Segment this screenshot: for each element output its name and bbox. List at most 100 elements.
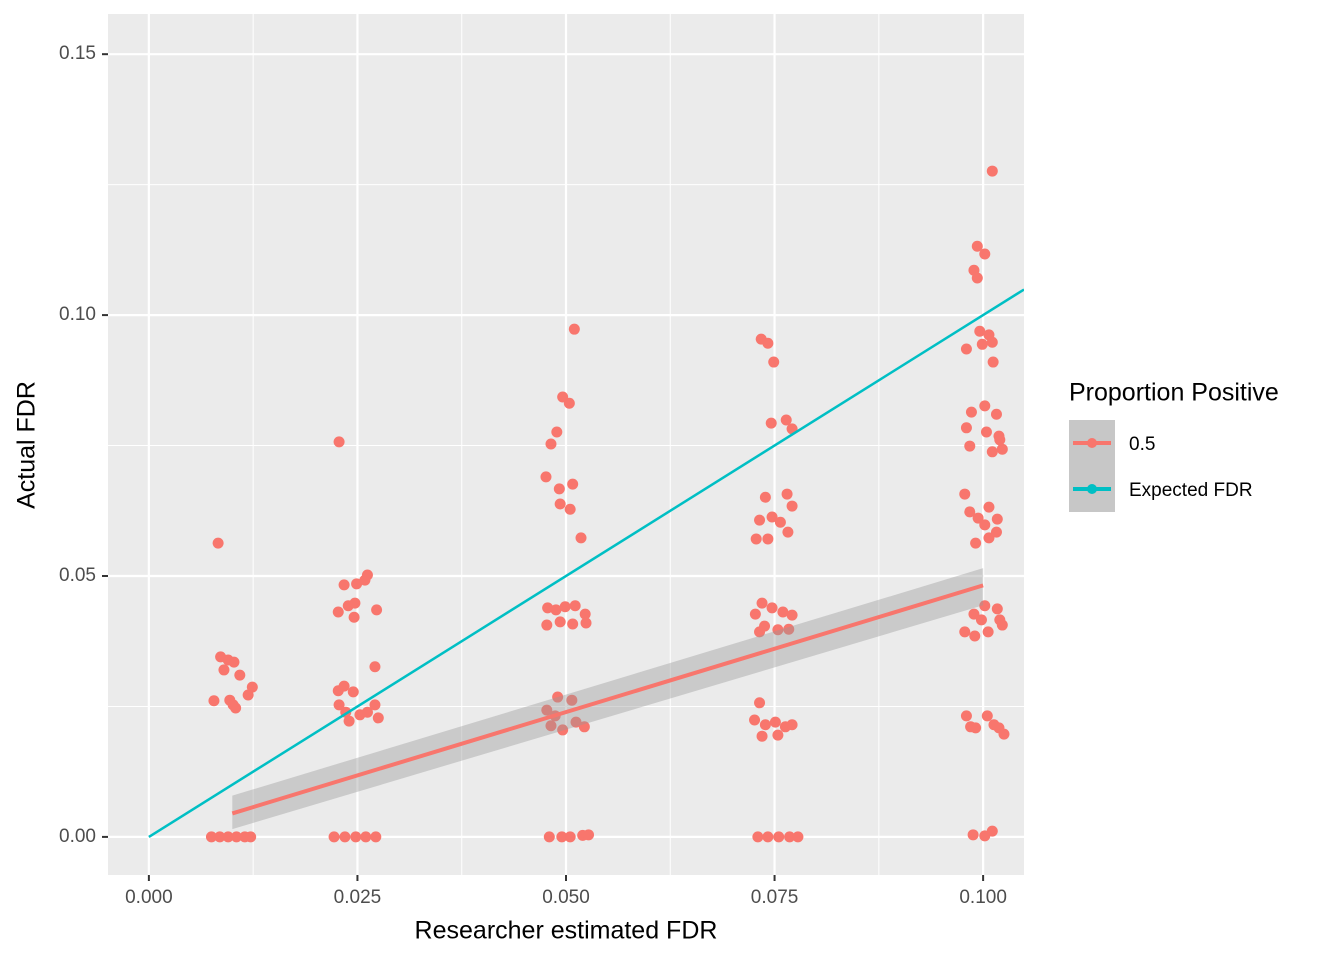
point	[986, 165, 998, 177]
point	[752, 831, 764, 843]
point	[205, 831, 217, 843]
point	[554, 498, 566, 510]
point	[338, 579, 350, 591]
point	[583, 829, 595, 841]
point	[974, 325, 986, 337]
point	[564, 831, 576, 843]
point	[960, 343, 972, 355]
point	[772, 624, 784, 636]
point	[338, 680, 350, 692]
point	[780, 414, 792, 426]
y-tick-label: 0.10	[59, 304, 96, 325]
point	[222, 831, 234, 843]
point	[228, 656, 240, 668]
point	[994, 434, 1006, 446]
point	[214, 831, 226, 843]
point	[567, 618, 579, 630]
point	[370, 831, 382, 843]
point	[749, 608, 761, 620]
point	[347, 686, 359, 698]
point	[774, 516, 786, 528]
point	[996, 619, 1008, 631]
point	[975, 614, 987, 626]
point	[766, 511, 778, 523]
point	[557, 724, 569, 736]
point	[777, 606, 789, 618]
point	[964, 506, 976, 518]
point	[965, 721, 977, 733]
point	[343, 715, 355, 727]
point	[783, 623, 795, 635]
x-tick-label: 0.025	[334, 887, 382, 908]
point	[768, 356, 780, 368]
point	[545, 720, 557, 732]
point	[986, 825, 998, 837]
point	[218, 664, 230, 676]
point	[245, 831, 257, 843]
legend-point	[1087, 484, 1097, 494]
point	[568, 323, 580, 335]
point	[990, 526, 1002, 538]
point	[570, 716, 582, 728]
point	[979, 600, 991, 612]
point	[246, 681, 258, 693]
point	[556, 831, 568, 843]
legend-label: Expected FDR	[1129, 480, 1253, 501]
point	[786, 719, 798, 731]
point	[971, 272, 983, 284]
point	[564, 503, 576, 515]
point	[369, 661, 381, 673]
point	[332, 606, 344, 618]
point	[371, 604, 383, 616]
point	[540, 471, 552, 483]
point	[773, 831, 785, 843]
point	[749, 714, 761, 726]
point	[750, 533, 762, 545]
point	[965, 406, 977, 418]
point	[786, 500, 798, 512]
point	[756, 730, 768, 742]
point	[545, 438, 557, 450]
point	[360, 831, 372, 843]
point	[333, 436, 345, 448]
x-axis-title: Researcher estimated FDR	[415, 917, 718, 945]
fit-line	[231, 583, 984, 816]
point	[792, 831, 804, 843]
point	[552, 691, 564, 703]
point	[754, 697, 766, 709]
point	[786, 609, 798, 621]
point	[361, 706, 373, 718]
point	[580, 617, 592, 629]
point	[234, 669, 246, 681]
point	[960, 710, 972, 722]
point	[542, 602, 554, 614]
point	[762, 533, 774, 545]
point	[979, 400, 991, 412]
legend-label: 0.5	[1129, 434, 1155, 455]
plot-layer	[148, 165, 1024, 843]
x-tick-label: 0.050	[542, 887, 590, 908]
point	[991, 603, 1003, 615]
point	[996, 443, 1008, 455]
point	[754, 514, 766, 526]
legend-title: Proportion Positive	[1069, 379, 1279, 407]
y-tick-label: 0.05	[59, 565, 96, 586]
point	[563, 397, 575, 409]
point	[551, 426, 563, 438]
point	[348, 611, 360, 623]
y-tick-label: 0.00	[59, 826, 96, 847]
point	[979, 519, 991, 531]
point	[982, 626, 994, 638]
point	[959, 626, 971, 638]
point	[766, 602, 778, 614]
point	[553, 483, 565, 495]
point	[756, 597, 768, 609]
y-tick-label: 0.15	[59, 43, 96, 64]
point	[784, 831, 796, 843]
point	[976, 338, 988, 350]
point	[759, 491, 771, 503]
point	[971, 240, 983, 252]
point	[550, 604, 562, 616]
point	[541, 704, 553, 716]
